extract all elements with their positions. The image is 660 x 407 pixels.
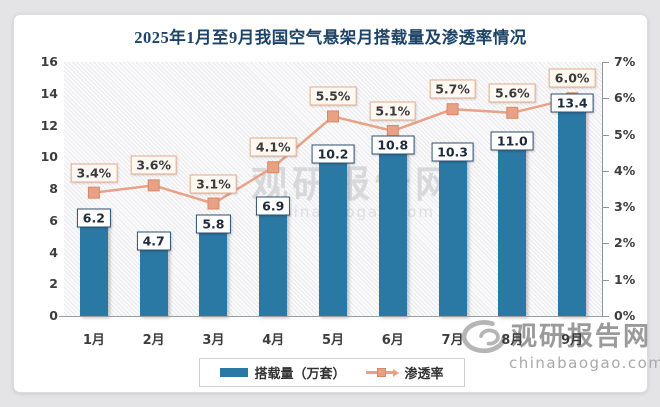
x-axis-label: 1月 [82,333,105,348]
right-axis-tick-label: 0% [614,308,636,323]
right-axis-tick [603,170,609,172]
pct-value-label: 6.0% [548,68,596,88]
bar [259,206,288,316]
bar-value-label: 10.8 [371,135,415,155]
bar-value-label: 10.3 [431,142,474,162]
bar-value-label: 13.4 [550,93,594,113]
x-axis-label: 3月 [202,333,225,348]
pct-value-label: 5.7% [429,79,476,99]
line-marker [327,110,339,123]
right-axis-tick [603,134,609,136]
left-axis-tick-label: 6 [49,212,58,228]
line-marker [87,186,100,199]
left-axis-tick-label: 0 [49,308,58,323]
right-axis-tick [603,243,609,245]
left-axis-tick-label: 8 [49,181,58,196]
legend: 搭载量（万套） 渗透率 [199,358,465,387]
right-axis-tick-label: 2% [614,235,636,251]
bar-value-label: 5.8 [196,214,231,234]
bar [438,152,467,316]
right-axis-tick [603,207,609,209]
chart-title: 2025年1月至9月我国空气悬架月搭载量及渗透率情况 [134,28,527,47]
right-axis-tick-label: 4% [614,162,636,178]
left-axis-tick-label: 16 [40,54,58,69]
pct-value-label: 4.1% [249,137,297,157]
x-axis-label: 9月 [561,333,584,348]
line-marker [267,161,280,174]
bar [79,217,108,316]
legend-item-volume: 搭载量（万套） [220,363,346,382]
corner-watermark: 观研报告网 chinabaogao.com [457,320,660,372]
x-axis-label: 5月 [321,333,345,348]
bar [199,223,228,316]
right-axis-line [602,62,603,317]
bar-value-label: 11.0 [490,131,534,151]
bar [498,141,527,316]
watermark-logo-icon [461,320,507,354]
bar [378,144,407,316]
right-axis-tick-label: 7% [614,54,636,69]
pct-value-label: 3.4% [70,163,118,183]
pct-value-label: 5.1% [369,101,417,121]
legend-item-penetration: 渗透率 [365,363,444,382]
pct-value-label: 5.5% [309,86,357,106]
right-axis-tick [603,62,609,63]
line-series-swatch [365,368,399,377]
pct-value-label: 5.6% [488,83,536,103]
x-axis-line [59,316,603,317]
left-axis-tick-label: 2 [49,276,58,292]
corner-watermark-domain: chinabaogao.com [509,354,660,372]
x-axis-label: 6月 [381,333,404,348]
x-axis-label: 8月 [501,333,524,348]
chart-card: 2025年1月至9月我国空气悬架月搭载量及渗透率情况 观研报告网 chinaba… [13,14,660,393]
right-axis-tick [603,98,609,100]
x-axis-label: 7月 [441,333,464,348]
legend-label-volume: 搭载量（万套） [254,367,346,382]
bar-value-label: 6.2 [76,208,111,228]
left-axis-tick-label: 14 [40,85,58,101]
bar-value-label: 4.7 [136,231,171,251]
line-marker [446,103,459,116]
bar [139,241,168,316]
right-axis-tick-label: 3% [614,199,636,215]
pct-value-label: 3.1% [190,174,237,193]
x-axis-label: 4月 [262,333,285,348]
line-marker [147,179,160,192]
left-axis-tick-label: 12 [40,117,58,133]
right-axis-tick-label: 1% [614,271,636,287]
line-marker [506,106,519,119]
right-axis-tick [603,279,609,281]
x-axis-label: 2月 [142,333,165,348]
right-axis-tick-label: 5% [614,126,636,142]
left-axis-tick-label: 10 [40,149,58,165]
bar-value-label: 10.2 [311,144,355,164]
bar [558,103,587,316]
line-marker [207,197,220,210]
bar-value-label: 6.9 [256,196,291,216]
bar [319,154,347,316]
legend-label-penetration: 渗透率 [404,367,444,382]
right-axis-tick [603,316,609,317]
pct-value-label: 3.6% [130,155,177,175]
right-axis-tick-label: 6% [614,90,636,106]
plot-area: 观研报告网 chinabaogao.com 6.2 4.7 5.8 6.9 10.2 10… [64,62,602,316]
left-axis-tick-label: 4 [49,244,58,260]
bar-series-swatch [220,368,249,377]
